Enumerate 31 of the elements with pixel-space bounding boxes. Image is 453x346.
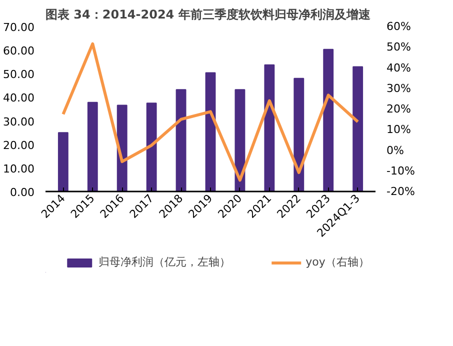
bar bbox=[352, 66, 364, 192]
y2-tick-label: 60% bbox=[386, 20, 411, 33]
y2-tick-label: 30% bbox=[386, 82, 411, 95]
bar bbox=[116, 104, 128, 192]
y2-tick-label: -10% bbox=[386, 164, 415, 178]
line-series bbox=[62, 42, 360, 182]
bar bbox=[294, 78, 304, 192]
y2-tick-label: 20% bbox=[386, 102, 411, 116]
chart-title: 图表 34：2014-2024 年前三季度软饮料归母净利润及增速 bbox=[46, 8, 372, 22]
y2-tick-label: -20% bbox=[386, 185, 415, 198]
bar bbox=[146, 102, 157, 192]
bar bbox=[323, 48, 334, 192]
y-tick-label: 10.00 bbox=[3, 162, 35, 176]
bar bbox=[176, 89, 186, 192]
y-tick-label: 30.00 bbox=[3, 115, 35, 128]
y2-tick-label: 50% bbox=[386, 40, 411, 54]
y-tick-label: 0.00 bbox=[10, 186, 35, 199]
legend-label: 归母净利润（亿元，左轴） bbox=[98, 254, 231, 270]
bar bbox=[58, 132, 68, 192]
y-tick-label: 70.00 bbox=[3, 21, 35, 34]
y-tick-label: 40.00 bbox=[3, 92, 35, 105]
bar bbox=[205, 72, 216, 192]
y-tick-label: 50.00 bbox=[3, 68, 35, 82]
y2-tick-label: 40% bbox=[386, 61, 411, 74]
y2-tick-label: 10% bbox=[386, 123, 411, 136]
y2-tick-label: 0% bbox=[386, 144, 404, 157]
y-tick-label: 20.00 bbox=[3, 138, 35, 152]
bar bbox=[87, 102, 98, 192]
bar bbox=[264, 64, 275, 192]
y-tick-label: 60.00 bbox=[3, 44, 35, 58]
legend-label: yoy（右轴） bbox=[306, 254, 370, 270]
